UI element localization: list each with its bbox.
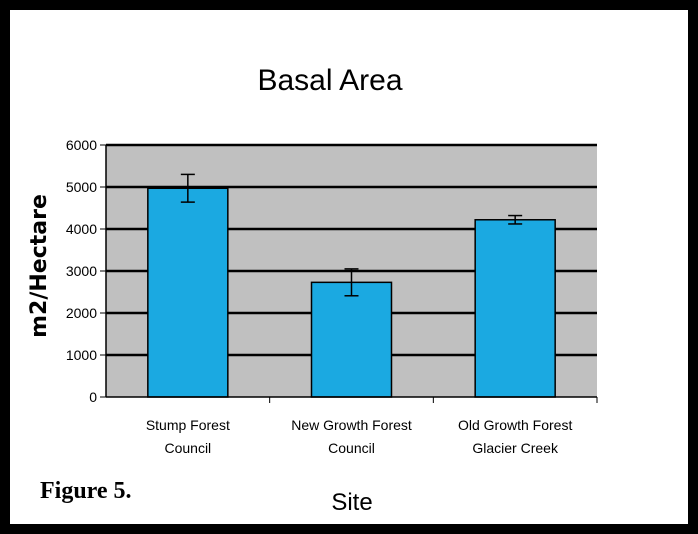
x-category-label: Glacier Creek bbox=[472, 440, 559, 456]
y-tick-label: 2000 bbox=[66, 305, 97, 321]
x-category-label: Old Growth Forest bbox=[458, 417, 572, 433]
bar bbox=[310, 281, 393, 398]
chart-title: Basal Area bbox=[257, 64, 402, 97]
y-tick-label: 5000 bbox=[66, 179, 97, 195]
bar bbox=[147, 187, 229, 398]
x-category-label: New Growth Forest bbox=[291, 417, 412, 433]
x-category-label: Council bbox=[328, 440, 375, 456]
y-tick-label: 4000 bbox=[66, 221, 97, 237]
figure-label: Figure 5. bbox=[40, 478, 132, 504]
x-category-label: Council bbox=[164, 440, 211, 456]
axes bbox=[100, 144, 598, 403]
y-tick-labels: 0 1000 2000 3000 4000 5000 6000 bbox=[66, 137, 97, 405]
y-tick-label: 0 bbox=[89, 389, 97, 405]
bars bbox=[147, 187, 556, 398]
x-category-labels: Stump Forest Council New Growth Forest Coun… bbox=[146, 417, 573, 456]
y-tick-label: 3000 bbox=[66, 263, 97, 279]
y-axis-label: m2/Hectare bbox=[27, 194, 52, 338]
y-tick-label: 1000 bbox=[66, 347, 97, 363]
y-tick-label: 6000 bbox=[66, 137, 97, 153]
bar bbox=[474, 219, 556, 398]
x-axis-label: Site bbox=[331, 489, 372, 516]
x-category-label: Stump Forest bbox=[146, 417, 230, 433]
error-bars bbox=[180, 173, 523, 297]
